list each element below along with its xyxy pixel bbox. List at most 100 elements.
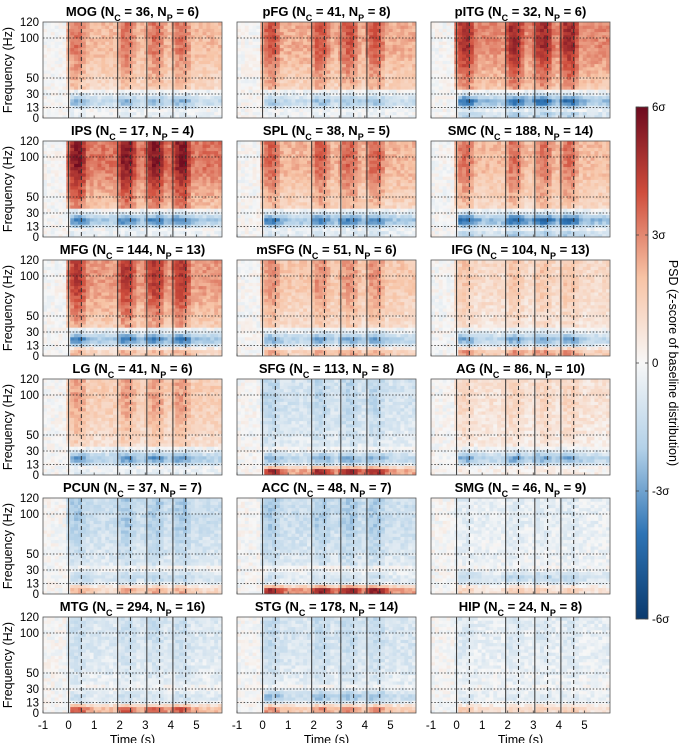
heatmap-cell [244, 114, 250, 118]
heatmap-cell [493, 25, 498, 29]
heatmap-cell [155, 47, 161, 52]
heatmap-cell [190, 47, 196, 52]
heatmap-cell [547, 22, 553, 26]
heatmap-cell [551, 79, 557, 84]
heatmap-cell [101, 66, 106, 71]
heatmap-cell [582, 108, 588, 113]
heatmap-cell [214, 105, 219, 109]
heatmap-cell [392, 63, 398, 68]
heatmap-cell [349, 34, 355, 39]
heatmap-cell [50, 102, 56, 106]
heatmap-cell [574, 105, 580, 109]
heatmap-cell [136, 47, 141, 52]
heatmap-cell [458, 102, 463, 106]
heatmap-cell [574, 66, 580, 71]
heatmap-cell [283, 66, 289, 71]
heatmap-cell [159, 86, 165, 90]
heatmap-cell [318, 63, 324, 68]
heatmap-cell [373, 54, 378, 58]
heatmap-cell [97, 102, 102, 106]
heatmap-cell [198, 92, 204, 97]
heatmap-cell [342, 105, 347, 109]
heatmap-cell [58, 179, 63, 184]
heatmap-cell [431, 22, 436, 26]
heatmap-cell [109, 105, 114, 109]
heatmap-cell [380, 108, 386, 113]
heatmap-cell [46, 173, 52, 177]
heatmap-cell [264, 47, 269, 52]
heatmap-cell [237, 50, 242, 55]
heatmap-cell [116, 98, 122, 103]
heatmap-cell [43, 160, 48, 164]
heatmap-cell [357, 114, 363, 118]
heatmap-cell [400, 82, 405, 87]
heatmap-cell [206, 50, 211, 55]
heatmap-cell [477, 73, 483, 77]
heatmap-cell [365, 41, 370, 45]
heatmap-cell [369, 66, 374, 71]
heatmap-cell [602, 57, 607, 61]
heatmap-cell [124, 150, 130, 155]
heatmap-cell [264, 31, 269, 36]
heatmap-cell [373, 111, 378, 116]
heatmap-cell [81, 102, 87, 106]
heatmap-cell [163, 50, 169, 55]
heatmap-cell [528, 102, 533, 106]
heatmap-cell [365, 63, 370, 68]
heatmap-cell [54, 214, 60, 219]
heatmap-cell [489, 86, 494, 90]
heatmap-cell [481, 89, 486, 93]
heatmap-cell [62, 95, 67, 100]
heatmap-cell [240, 89, 246, 93]
heatmap-cell [543, 41, 549, 45]
heatmap-cell [264, 25, 269, 29]
heatmap-cell [466, 57, 471, 61]
heatmap-cell [481, 108, 486, 113]
heatmap-cell [97, 208, 102, 212]
heatmap-cell [132, 227, 137, 232]
heatmap-cell [442, 105, 448, 109]
heatmap-cell [264, 89, 269, 93]
heatmap-cell [54, 114, 60, 118]
heatmap-cell [543, 79, 549, 84]
heatmap-cell [512, 31, 518, 36]
heatmap-cell [567, 31, 572, 36]
heatmap-cell [574, 38, 580, 42]
heatmap-cell [582, 63, 588, 68]
heatmap-cell [434, 50, 440, 55]
heatmap-cell [481, 31, 486, 36]
heatmap-cell [438, 44, 444, 49]
heatmap-cell [54, 221, 60, 225]
heatmap-cell [74, 105, 79, 109]
heatmap-cell [408, 102, 413, 106]
heatmap-cell [218, 76, 222, 81]
heatmap-cell [314, 28, 320, 33]
heatmap-cell [70, 221, 75, 225]
heatmap-cell [252, 79, 257, 84]
heatmap-cell [586, 38, 592, 42]
heatmap-cell [310, 25, 316, 29]
heatmap-cell [477, 47, 483, 52]
heatmap-cell [58, 224, 63, 228]
heatmap-cell [140, 31, 145, 36]
heatmap-cell [214, 66, 219, 71]
heatmap-cell [559, 98, 564, 103]
heatmap-cell [43, 201, 48, 206]
heatmap-cell [186, 79, 192, 84]
heatmap-cell [489, 108, 494, 113]
heatmap-cell [167, 70, 172, 74]
heatmap-cell [240, 86, 246, 90]
heatmap-cell [606, 28, 610, 33]
heatmap-cell [148, 82, 153, 87]
heatmap-cell [446, 111, 451, 116]
heatmap-cell [326, 47, 331, 52]
heatmap-cell [318, 79, 324, 84]
heatmap-cell [58, 95, 63, 100]
heatmap-cell [307, 60, 312, 65]
heatmap-cell [93, 66, 98, 71]
heatmap-cell [330, 54, 335, 58]
heatmap-cell [132, 214, 137, 219]
heatmap-cell [78, 221, 83, 225]
heatmap-cell [89, 54, 95, 58]
heatmap-cell [120, 230, 126, 235]
